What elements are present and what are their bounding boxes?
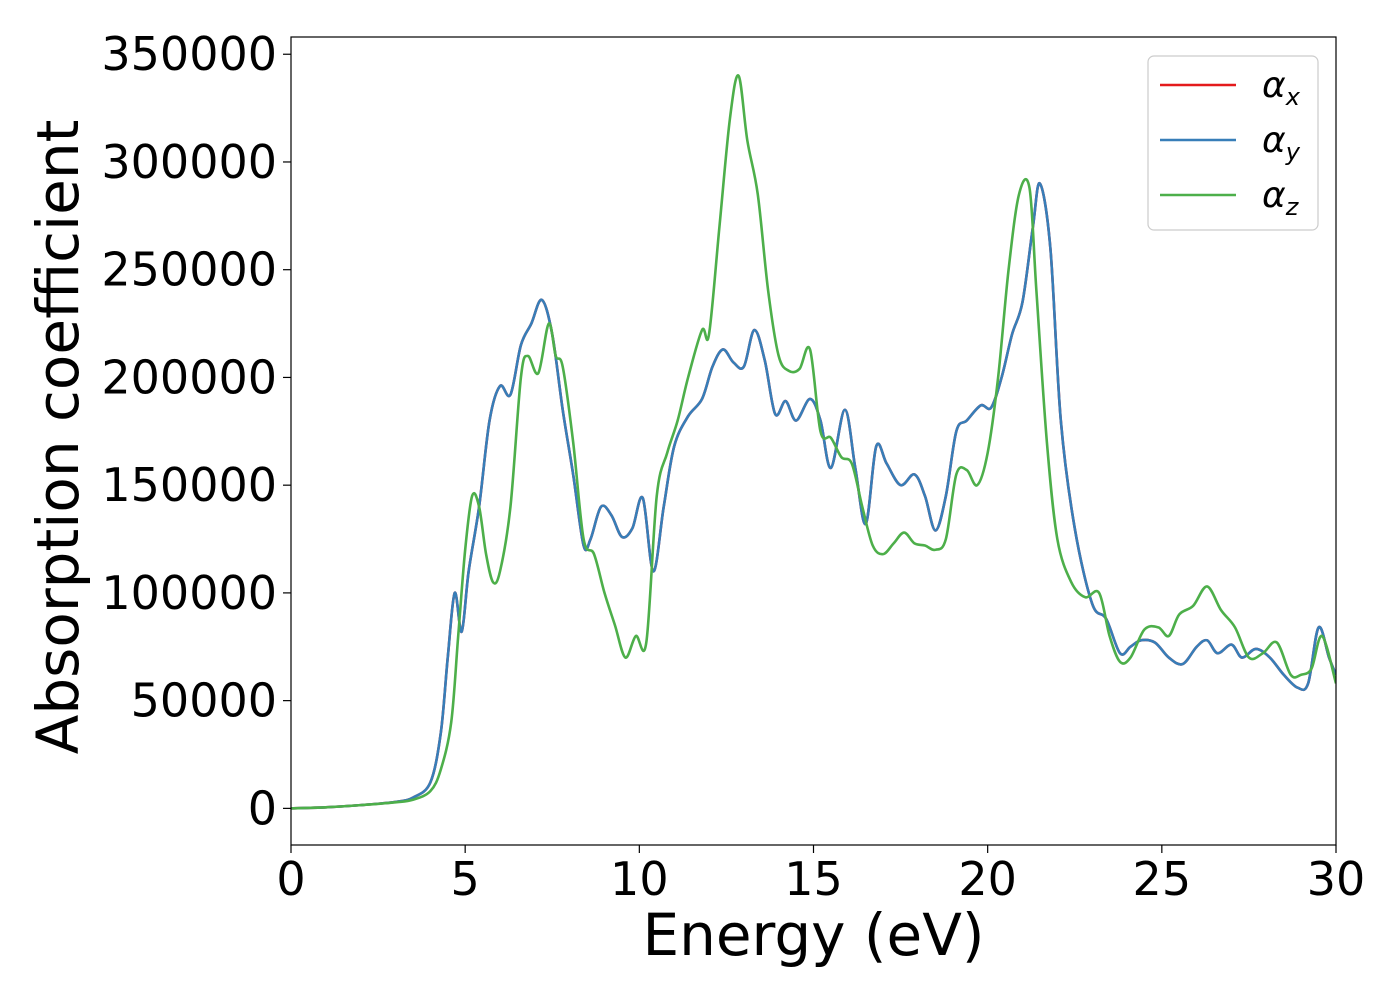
x-tick-label: 20	[958, 852, 1017, 906]
x-tick-label: 15	[784, 852, 843, 906]
y-tick-label: 250000	[101, 243, 277, 297]
x-tick-label: 25	[1133, 852, 1192, 906]
series-line-y	[291, 182, 1336, 810]
legend-label-z: αz	[1262, 175, 1300, 221]
x-axis: 0 5 10 15 20 25 30	[276, 845, 1365, 906]
y-tick-label: 150000	[101, 458, 277, 512]
x-axis-title: Energy (eV)	[642, 901, 984, 969]
y-axis: 0 50000 100000 150000 200000 250000 300000 3500…	[101, 27, 291, 835]
series-line-x	[291, 182, 1336, 810]
y-tick-label: 300000	[101, 135, 277, 189]
x-tick-label: 5	[451, 852, 480, 906]
legend-box	[1147, 55, 1319, 231]
y-axis-title: Absorption coefficient	[24, 120, 92, 755]
series-layer	[291, 74, 1336, 810]
y-tick-label: 0	[248, 781, 277, 835]
y-tick-label: 100000	[101, 566, 277, 620]
x-tick-label: 30	[1307, 852, 1366, 906]
y-tick-label: 200000	[101, 350, 277, 404]
y-tick-label: 350000	[101, 27, 277, 81]
legend: αx αy αz	[1147, 55, 1319, 231]
legend-label-x: αx	[1262, 65, 1301, 111]
x-tick-label: 10	[610, 852, 669, 906]
x-tick-label: 0	[276, 852, 305, 906]
legend-label-y: αy	[1262, 120, 1301, 166]
series-line-z	[291, 74, 1336, 810]
y-tick-label: 50000	[131, 674, 277, 728]
